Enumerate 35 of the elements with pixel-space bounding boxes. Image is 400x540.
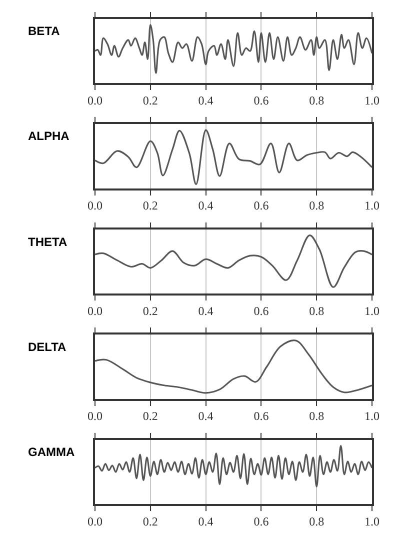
x-tick-label: 0.8 [309, 198, 324, 213]
x-tick-label: 0.2 [142, 304, 158, 318]
x-tick-label: 0.0 [88, 514, 102, 528]
x-tick-label: 0.2 [142, 93, 158, 108]
x-tick-label: 0.8 [309, 409, 324, 424]
x-tick-label: 0.6 [254, 514, 269, 528]
x-tick-label: 0.2 [142, 409, 158, 424]
x-tick-label: 0.0 [88, 409, 102, 424]
x-tick-label: 0.6 [254, 198, 269, 213]
x-tick-label: 0.6 [254, 409, 269, 424]
x-tick-label: 0.4 [198, 198, 214, 213]
x-tick-label: 0.0 [88, 198, 102, 213]
x-tick-label: 1.0 [364, 304, 380, 318]
x-tick-label: 0.0 [88, 304, 102, 318]
x-tick-label: 0.4 [198, 409, 214, 424]
x-tick-label: 0.8 [309, 304, 324, 318]
chart-title: GAMMA [28, 445, 75, 459]
chart-title: BETA [28, 24, 60, 38]
x-tick-label: 1.0 [364, 198, 380, 213]
x-tick-label: 0.6 [254, 93, 269, 108]
x-tick-label: 1.0 [364, 409, 380, 424]
x-tick-label: 0.0 [88, 93, 102, 108]
chart-title: ALPHA [28, 129, 70, 143]
x-tick-label: 0.8 [309, 93, 324, 108]
x-tick-label: 0.6 [254, 304, 269, 318]
x-tick-label: 1.0 [364, 514, 380, 528]
chart-title: THETA [28, 235, 68, 249]
x-tick-label: 0.2 [142, 198, 158, 213]
x-tick-label: 0.4 [198, 304, 214, 318]
chart-title: DELTA [28, 340, 67, 354]
x-tick-label: 0.4 [198, 514, 214, 528]
x-tick-label: 0.4 [198, 93, 214, 108]
x-tick-label: 0.8 [309, 514, 324, 528]
x-tick-label: 1.0 [364, 93, 380, 108]
x-tick-label: 0.2 [142, 514, 158, 528]
